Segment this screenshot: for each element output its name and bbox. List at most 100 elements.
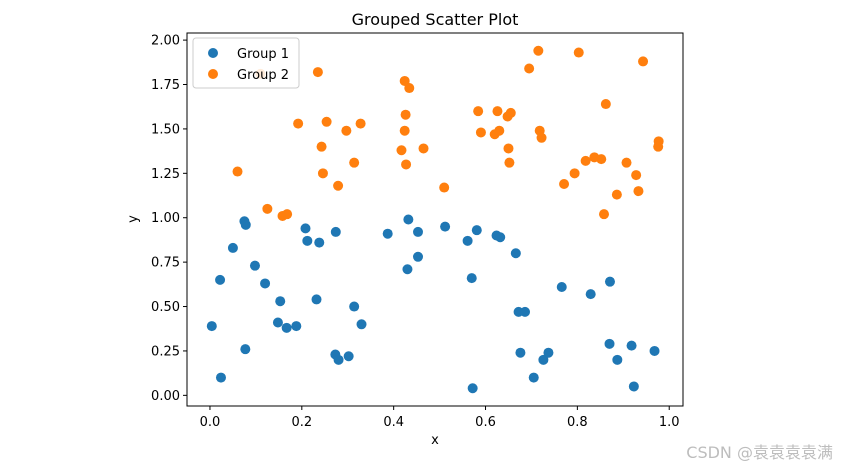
y-tick-label: 2.00 [151, 34, 180, 49]
y-tick-label: 0.50 [151, 300, 180, 315]
data-point-group-1 [215, 372, 226, 383]
data-point-group-2 [533, 45, 544, 56]
data-point-group-2 [293, 118, 304, 129]
data-point-group-1 [466, 273, 477, 284]
data-point-group-2 [321, 116, 332, 127]
data-point-group-1 [403, 214, 414, 225]
data-point-group-1 [382, 228, 393, 239]
data-point-group-1 [467, 383, 478, 394]
data-point-group-1 [260, 278, 271, 289]
data-point-group-1 [281, 322, 292, 333]
data-point-group-1 [515, 347, 526, 358]
legend-marker-group-2 [208, 69, 218, 79]
data-point-group-1 [440, 221, 451, 232]
legend-label-group-1: Group 1 [237, 47, 289, 62]
data-point-group-2 [401, 159, 412, 170]
y-tick-label: 1.00 [151, 211, 180, 226]
data-point-group-1 [413, 251, 424, 262]
data-point-group-2 [262, 203, 273, 214]
watermark-text: CSDN @袁袁袁袁满 [686, 443, 833, 462]
data-point-group-1 [249, 260, 260, 271]
data-point-group-1 [471, 225, 482, 236]
data-point-group-1 [275, 296, 286, 307]
x-tick-label: 0.8 [567, 415, 588, 430]
data-point-group-2 [633, 186, 644, 197]
data-point-group-2 [439, 182, 450, 193]
data-point-group-2 [333, 180, 344, 191]
x-tick-label: 0.2 [291, 415, 312, 430]
data-point-group-2 [638, 56, 649, 67]
data-point-group-2 [504, 157, 515, 168]
data-point-group-2 [473, 106, 484, 117]
data-point-group-1 [343, 351, 354, 362]
data-point-group-1 [626, 340, 637, 351]
data-point-group-2 [355, 118, 366, 129]
data-point-group-2 [492, 106, 503, 117]
data-point-group-1 [556, 281, 567, 292]
data-point-group-1 [510, 248, 521, 259]
data-points [206, 45, 664, 394]
data-point-group-2 [317, 168, 328, 179]
data-point-group-2 [621, 157, 632, 168]
y-axis-label: y [126, 215, 141, 223]
data-point-group-2 [505, 107, 516, 118]
data-point-group-2 [399, 75, 410, 86]
y-tick-label: 1.50 [151, 122, 180, 137]
data-point-group-2 [282, 209, 293, 220]
data-point-group-1 [649, 345, 660, 356]
legend-label-group-2: Group 2 [237, 68, 289, 83]
data-point-group-1 [215, 274, 226, 285]
data-point-group-2 [611, 189, 622, 200]
data-point-group-2 [316, 141, 327, 152]
data-point-group-2 [580, 155, 591, 166]
data-point-group-2 [418, 143, 429, 154]
data-point-group-1 [302, 235, 313, 246]
data-point-group-1 [333, 354, 344, 365]
data-point-group-2 [596, 154, 607, 165]
data-point-group-2 [503, 143, 514, 154]
data-point-group-2 [600, 99, 611, 110]
data-point-group-1 [206, 321, 217, 332]
data-point-group-2 [653, 136, 664, 147]
data-point-group-1 [628, 381, 639, 392]
data-point-group-1 [300, 223, 311, 234]
legend-frame [192, 37, 300, 89]
data-point-group-2 [341, 125, 352, 136]
y-tick-label: 0.00 [151, 389, 180, 404]
data-point-group-2 [396, 145, 407, 156]
data-point-group-2 [400, 109, 411, 120]
data-point-group-1 [520, 306, 531, 317]
x-tick-label: 0.0 [200, 415, 221, 430]
x-tick-label: 0.4 [383, 415, 404, 430]
data-point-group-1 [272, 317, 283, 328]
data-point-group-1 [402, 264, 413, 275]
data-point-group-1 [585, 289, 596, 300]
data-point-group-2 [494, 125, 505, 136]
data-point-group-1 [314, 237, 325, 248]
plot-area-frame [186, 32, 684, 407]
series-group-1 [206, 214, 660, 394]
y-tick-label: 1.75 [151, 78, 180, 93]
data-point-group-1 [612, 354, 623, 365]
data-point-group-2 [631, 170, 642, 181]
data-point-group-1 [413, 226, 424, 237]
legend: Group 1 Group 2 [192, 37, 300, 89]
data-point-group-2 [536, 132, 547, 143]
data-point-group-1 [528, 372, 539, 383]
data-point-group-1 [240, 219, 251, 230]
data-point-group-1 [538, 354, 549, 365]
data-point-group-1 [349, 301, 360, 312]
y-tick-label: 1.25 [151, 167, 180, 182]
x-tick-label: 0.6 [475, 415, 496, 430]
data-point-group-1 [311, 294, 322, 305]
data-point-group-2 [232, 166, 243, 177]
chart-title: Grouped Scatter Plot [352, 10, 519, 29]
data-point-group-2 [475, 127, 486, 138]
data-point-group-1 [356, 319, 367, 330]
legend-marker-group-1 [208, 48, 218, 58]
data-point-group-2 [399, 125, 410, 136]
data-point-group-1 [291, 321, 302, 332]
data-point-group-2 [349, 157, 360, 168]
y-tick-label: 0.75 [151, 256, 180, 271]
